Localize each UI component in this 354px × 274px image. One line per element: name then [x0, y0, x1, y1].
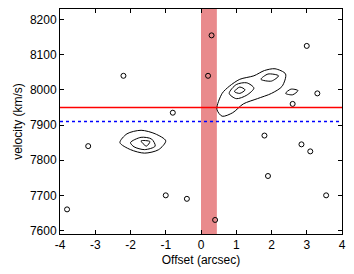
- svg-text:7700: 7700: [30, 189, 57, 203]
- svg-text:8000: 8000: [30, 83, 57, 97]
- svg-text:2: 2: [268, 238, 275, 252]
- svg-text:0: 0: [198, 238, 205, 252]
- svg-text:-2: -2: [125, 238, 136, 252]
- svg-text:8200: 8200: [30, 13, 57, 27]
- svg-text:-4: -4: [55, 238, 66, 252]
- svg-text:7600: 7600: [30, 224, 57, 238]
- svg-text:-3: -3: [90, 238, 101, 252]
- svg-text:7800: 7800: [30, 153, 57, 167]
- svg-text:-1: -1: [160, 238, 171, 252]
- svg-text:4: 4: [339, 238, 346, 252]
- svg-text:velocity (km/s): velocity (km/s): [11, 83, 25, 160]
- svg-text:8100: 8100: [30, 48, 57, 62]
- svg-text:1: 1: [233, 238, 240, 252]
- svg-text:3: 3: [303, 238, 310, 252]
- svg-text:7900: 7900: [30, 118, 57, 132]
- svg-text:Offset (arcsec): Offset (arcsec): [162, 253, 240, 267]
